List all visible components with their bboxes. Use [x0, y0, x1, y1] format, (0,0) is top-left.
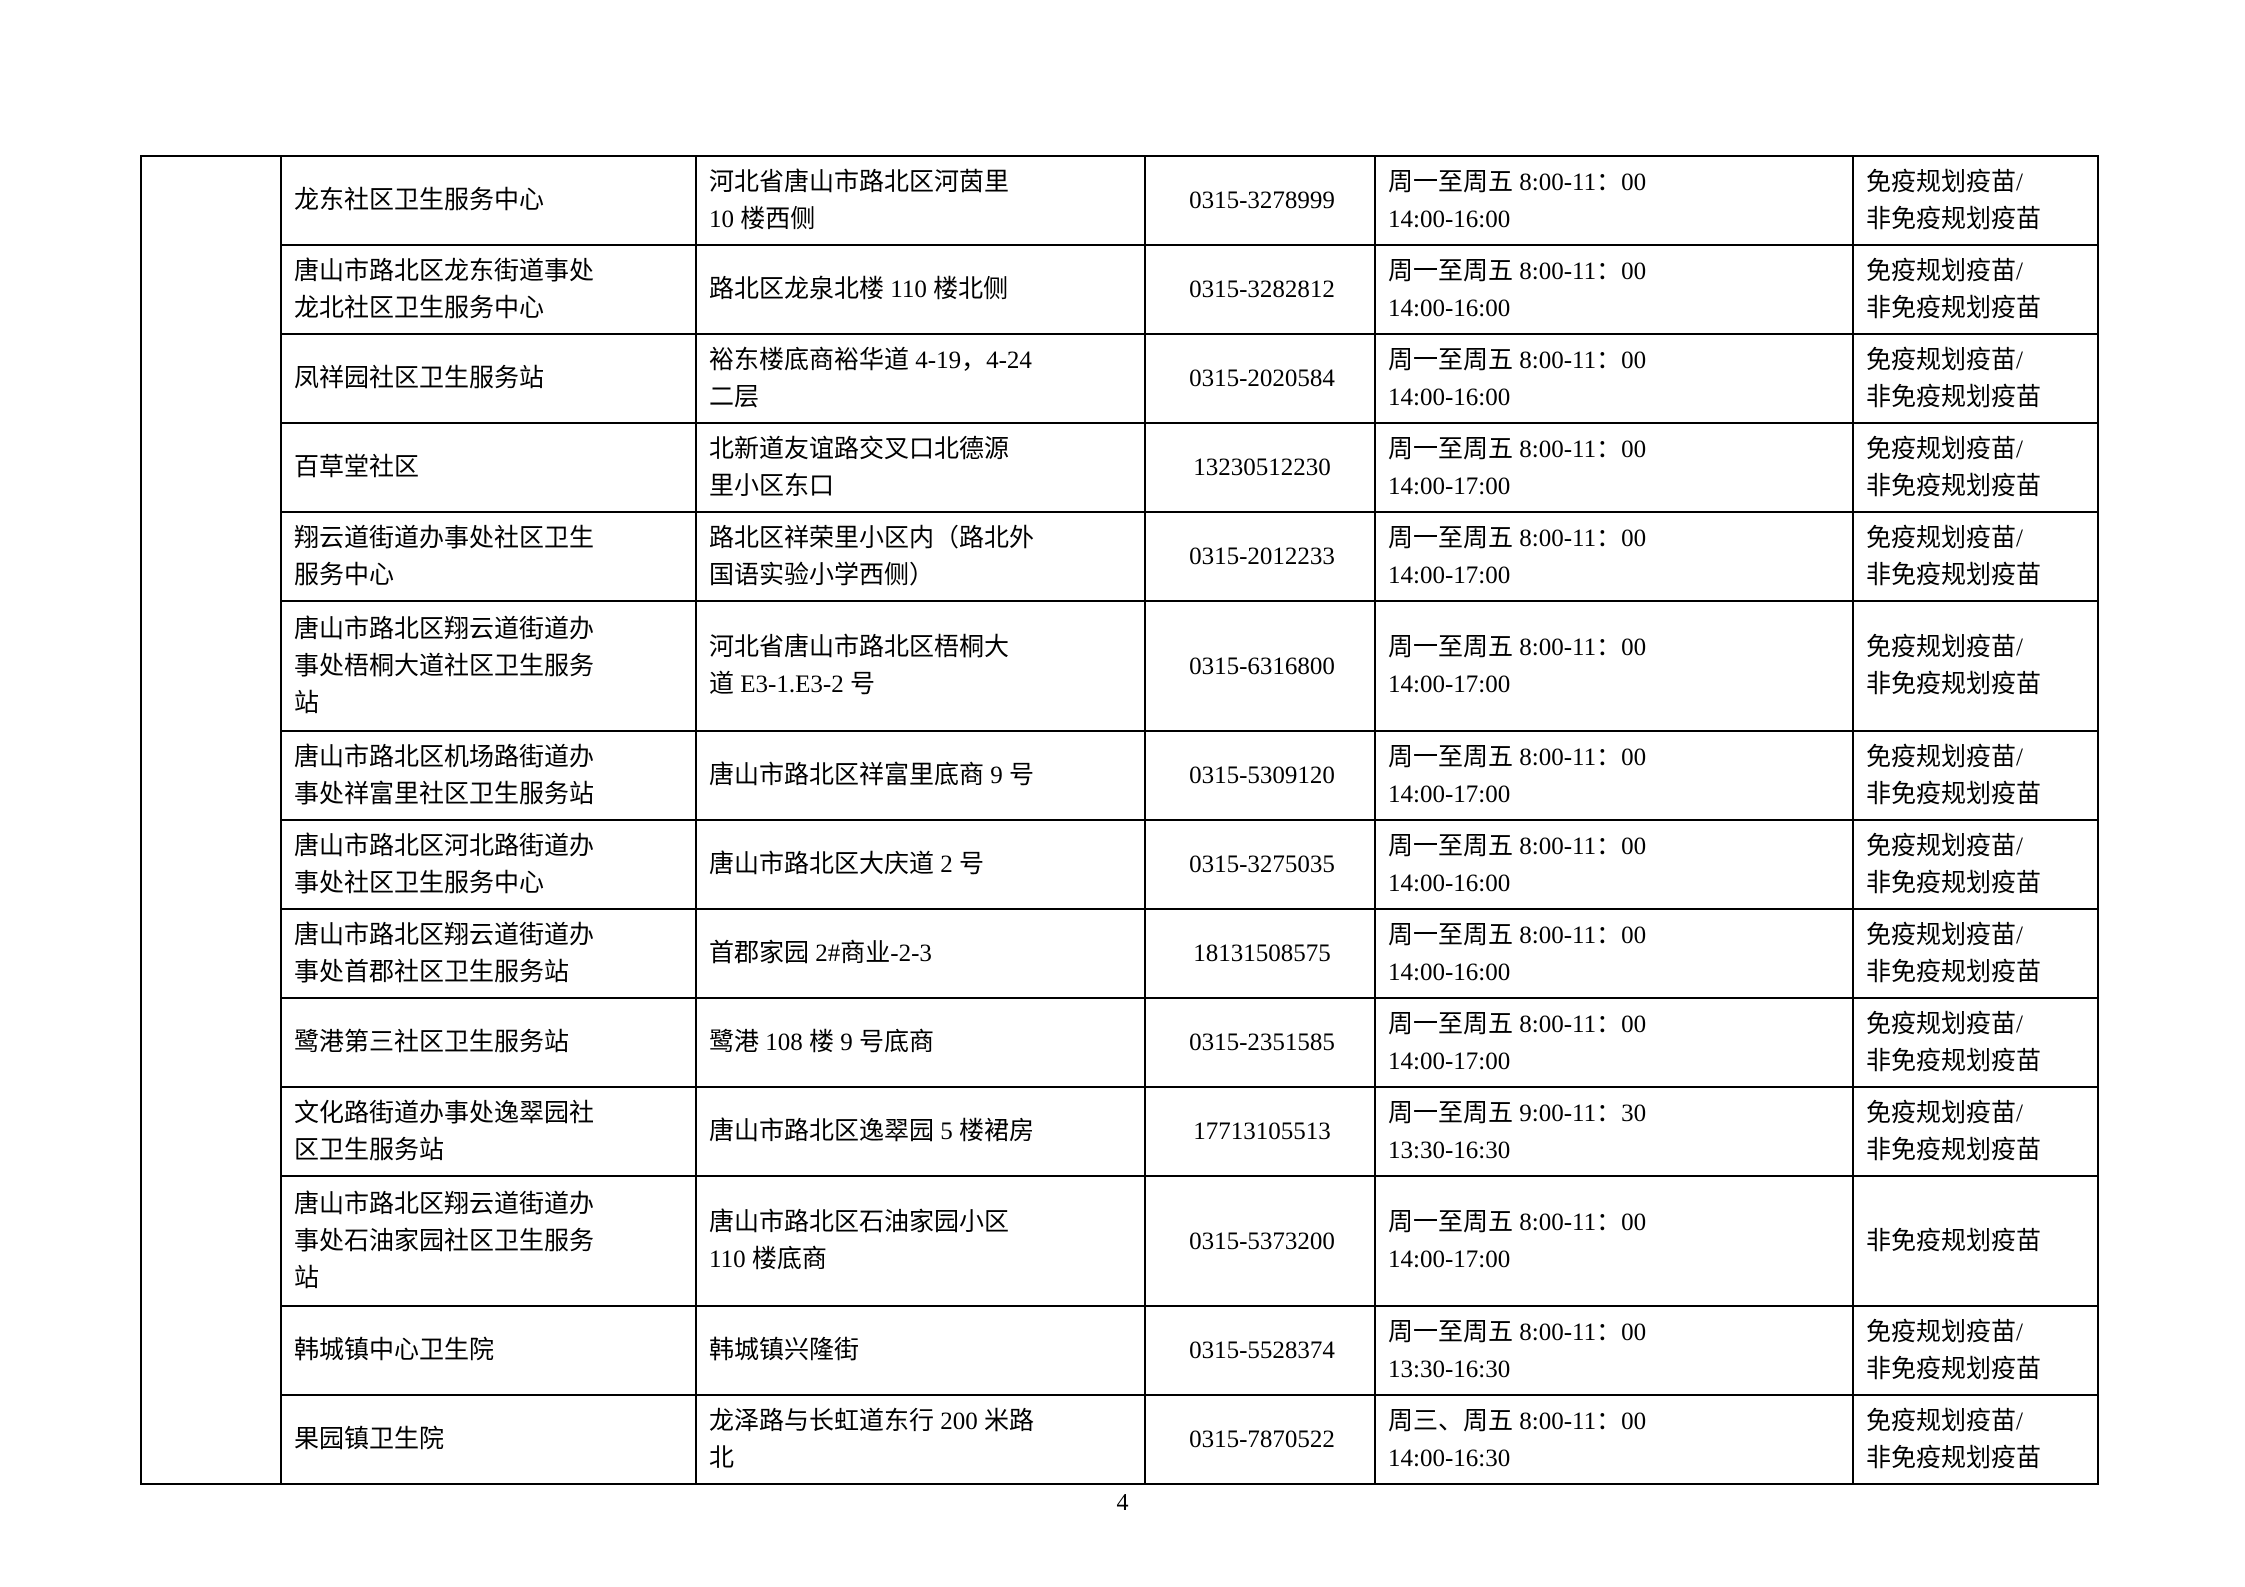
address-cell: 北新道友谊路交叉口北德源 里小区东口 [695, 422, 1146, 513]
table-row: 唐山市路北区机场路街道办 事处祥富里社区卫生服务站 唐山市路北区祥富里底商 9 … [141, 730, 2099, 821]
phone-cell: 0315-6316800 [1144, 600, 1376, 732]
vaccine-types-cell: 免疫规划疫苗/ 非免疫规划疫苗 [1852, 511, 2099, 602]
vaccine-types-cell: 免疫规划疫苗/ 非免疫规划疫苗 [1852, 422, 2099, 513]
table-row: 韩城镇中心卫生院 韩城镇兴隆街 0315-5528374 周一至周五 8:00-… [141, 1305, 2099, 1396]
clinic-name-cell: 唐山市路北区翔云道街道办 事处梧桐大道社区卫生服务 站 [280, 600, 697, 732]
clinic-name-cell: 鹭港第三社区卫生服务站 [280, 997, 697, 1088]
phone-cell: 13230512230 [1144, 422, 1376, 513]
hours-cell: 周一至周五 8:00-11：00 14:00-16:00 [1374, 244, 1854, 335]
hours-cell: 周一至周五 8:00-11：00 14:00-17:00 [1374, 997, 1854, 1088]
clinic-name-cell: 翔云道街道办事处社区卫生 服务中心 [280, 511, 697, 602]
clinic-name-cell: 唐山市路北区河北路街道办 事处社区卫生服务中心 [280, 819, 697, 910]
hours-cell: 周一至周五 8:00-11：00 14:00-16:00 [1374, 333, 1854, 424]
hours-cell: 周一至周五 8:00-11：00 14:00-16:00 [1374, 819, 1854, 910]
hours-cell: 周一至周五 8:00-11：00 14:00-17:00 [1374, 511, 1854, 602]
hours-cell: 周一至周五 8:00-11：00 14:00-17:00 [1374, 1175, 1854, 1307]
table-row: 龙东社区卫生服务中心 河北省唐山市路北区河茵里 10 楼西侧 0315-3278… [140, 155, 2099, 1485]
table-row: 唐山市路北区河北路街道办 事处社区卫生服务中心 唐山市路北区大庆道 2 号 03… [141, 819, 2099, 910]
vaccine-types-cell: 免疫规划疫苗/ 非免疫规划疫苗 [1852, 730, 2099, 821]
address-cell: 路北区祥荣里小区内（路北外 国语实验小学西侧） [695, 511, 1146, 602]
hours-cell: 周三、周五 8:00-11：00 14:00-16:30 [1374, 1394, 1854, 1485]
address-cell: 首郡家园 2#商业-2-3 [695, 908, 1146, 999]
table-row: 唐山市路北区翔云道街道办 事处梧桐大道社区卫生服务 站 河北省唐山市路北区梧桐大… [141, 600, 2099, 732]
phone-cell: 0315-7870522 [1144, 1394, 1376, 1485]
address-cell: 河北省唐山市路北区梧桐大 道 E3-1.E3-2 号 [695, 600, 1146, 732]
table-row: 唐山市路北区翔云道街道办 事处石油家园社区卫生服务 站 唐山市路北区石油家园小区… [141, 1175, 2099, 1307]
clinic-name-cell: 唐山市路北区翔云道街道办 事处首郡社区卫生服务站 [280, 908, 697, 999]
vaccine-types-cell: 免疫规划疫苗/ 非免疫规划疫苗 [1852, 1086, 2099, 1177]
hours-cell: 周一至周五 8:00-11：00 14:00-16:00 [1374, 908, 1854, 999]
vaccine-types-cell: 免疫规划疫苗/ 非免疫规划疫苗 [1852, 1305, 2099, 1396]
address-cell: 唐山市路北区大庆道 2 号 [695, 819, 1146, 910]
vaccination-sites-table: 龙东社区卫生服务中心 河北省唐山市路北区河茵里 10 楼西侧 0315-3278… [140, 155, 2099, 1485]
vaccine-types-cell: 非免疫规划疫苗 [1852, 1175, 2099, 1307]
vaccine-types-cell: 免疫规划疫苗/ 非免疫规划疫苗 [1852, 155, 2099, 246]
table-row: 唐山市路北区翔云道街道办 事处首郡社区卫生服务站 首郡家园 2#商业-2-3 1… [141, 908, 2099, 999]
phone-cell: 0315-5373200 [1144, 1175, 1376, 1307]
vaccine-types-cell: 免疫规划疫苗/ 非免疫规划疫苗 [1852, 908, 2099, 999]
phone-cell: 0315-3275035 [1144, 819, 1376, 910]
table-row: 凤祥园社区卫生服务站 裕东楼底商裕华道 4-19，4-24 二层 0315-20… [141, 333, 2099, 424]
hours-cell: 周一至周五 9:00-11：30 13:30-16:30 [1374, 1086, 1854, 1177]
phone-cell: 0315-3278999 [1144, 155, 1376, 246]
clinic-name-cell: 文化路街道办事处逸翠园社 区卫生服务站 [280, 1086, 697, 1177]
table-row: 鹭港第三社区卫生服务站 鹭港 108 楼 9 号底商 0315-2351585 … [141, 997, 2099, 1088]
address-cell: 裕东楼底商裕华道 4-19，4-24 二层 [695, 333, 1146, 424]
vaccine-types-cell: 免疫规划疫苗/ 非免疫规划疫苗 [1852, 333, 2099, 424]
address-cell: 河北省唐山市路北区河茵里 10 楼西侧 [695, 155, 1146, 246]
hours-cell: 周一至周五 8:00-11：00 14:00-17:00 [1374, 422, 1854, 513]
table-row: 翔云道街道办事处社区卫生 服务中心 路北区祥荣里小区内（路北外 国语实验小学西侧… [141, 511, 2099, 602]
clinic-name-cell: 龙东社区卫生服务中心 [280, 155, 697, 246]
hours-cell: 周一至周五 8:00-11：00 14:00-17:00 [1374, 730, 1854, 821]
clinic-name-cell: 凤祥园社区卫生服务站 [280, 333, 697, 424]
table-row: 果园镇卫生院 龙泽路与长虹道东行 200 米路 北 0315-7870522 周… [141, 1394, 2099, 1485]
clinic-name-cell: 唐山市路北区龙东街道事处 龙北社区卫生服务中心 [280, 244, 697, 335]
address-cell: 韩城镇兴隆街 [695, 1305, 1146, 1396]
clinic-name-cell: 韩城镇中心卫生院 [280, 1305, 697, 1396]
hours-cell: 周一至周五 8:00-11：00 14:00-17:00 [1374, 600, 1854, 732]
table-row: 百草堂社区 北新道友谊路交叉口北德源 里小区东口 13230512230 周一至… [141, 422, 2099, 513]
phone-cell: 18131508575 [1144, 908, 1376, 999]
hours-cell: 周一至周五 8:00-11：00 13:30-16:30 [1374, 1305, 1854, 1396]
clinic-name-cell: 果园镇卫生院 [280, 1394, 697, 1485]
vaccine-types-cell: 免疫规划疫苗/ 非免疫规划疫苗 [1852, 819, 2099, 910]
phone-cell: 0315-2012233 [1144, 511, 1376, 602]
vaccine-types-cell: 免疫规划疫苗/ 非免疫规划疫苗 [1852, 600, 2099, 732]
clinic-name-cell: 唐山市路北区机场路街道办 事处祥富里社区卫生服务站 [280, 730, 697, 821]
address-cell: 鹭港 108 楼 9 号底商 [695, 997, 1146, 1088]
phone-cell: 0315-2020584 [1144, 333, 1376, 424]
table-row: 唐山市路北区龙东街道事处 龙北社区卫生服务中心 路北区龙泉北楼 110 楼北侧 … [141, 244, 2099, 335]
page-number: 4 [1116, 1490, 1129, 1516]
phone-cell: 0315-5309120 [1144, 730, 1376, 821]
clinic-name-cell: 唐山市路北区翔云道街道办 事处石油家园社区卫生服务 站 [280, 1175, 697, 1307]
vaccine-types-cell: 免疫规划疫苗/ 非免疫规划疫苗 [1852, 1394, 2099, 1485]
address-cell: 唐山市路北区逸翠园 5 楼裙房 [695, 1086, 1146, 1177]
address-cell: 路北区龙泉北楼 110 楼北侧 [695, 244, 1146, 335]
phone-cell: 17713105513 [1144, 1086, 1376, 1177]
table-row: 文化路街道办事处逸翠园社 区卫生服务站 唐山市路北区逸翠园 5 楼裙房 1771… [141, 1086, 2099, 1177]
vaccine-types-cell: 免疫规划疫苗/ 非免疫规划疫苗 [1852, 997, 2099, 1088]
address-cell: 唐山市路北区石油家园小区 110 楼底商 [695, 1175, 1146, 1307]
phone-cell: 0315-5528374 [1144, 1305, 1376, 1396]
address-cell: 唐山市路北区祥富里底商 9 号 [695, 730, 1146, 821]
merged-empty-cell [140, 155, 282, 1485]
hours-cell: 周一至周五 8:00-11：00 14:00-16:00 [1374, 155, 1854, 246]
phone-cell: 0315-3282812 [1144, 244, 1376, 335]
address-cell: 龙泽路与长虹道东行 200 米路 北 [695, 1394, 1146, 1485]
phone-cell: 0315-2351585 [1144, 997, 1376, 1088]
clinic-name-cell: 百草堂社区 [280, 422, 697, 513]
vaccine-types-cell: 免疫规划疫苗/ 非免疫规划疫苗 [1852, 244, 2099, 335]
